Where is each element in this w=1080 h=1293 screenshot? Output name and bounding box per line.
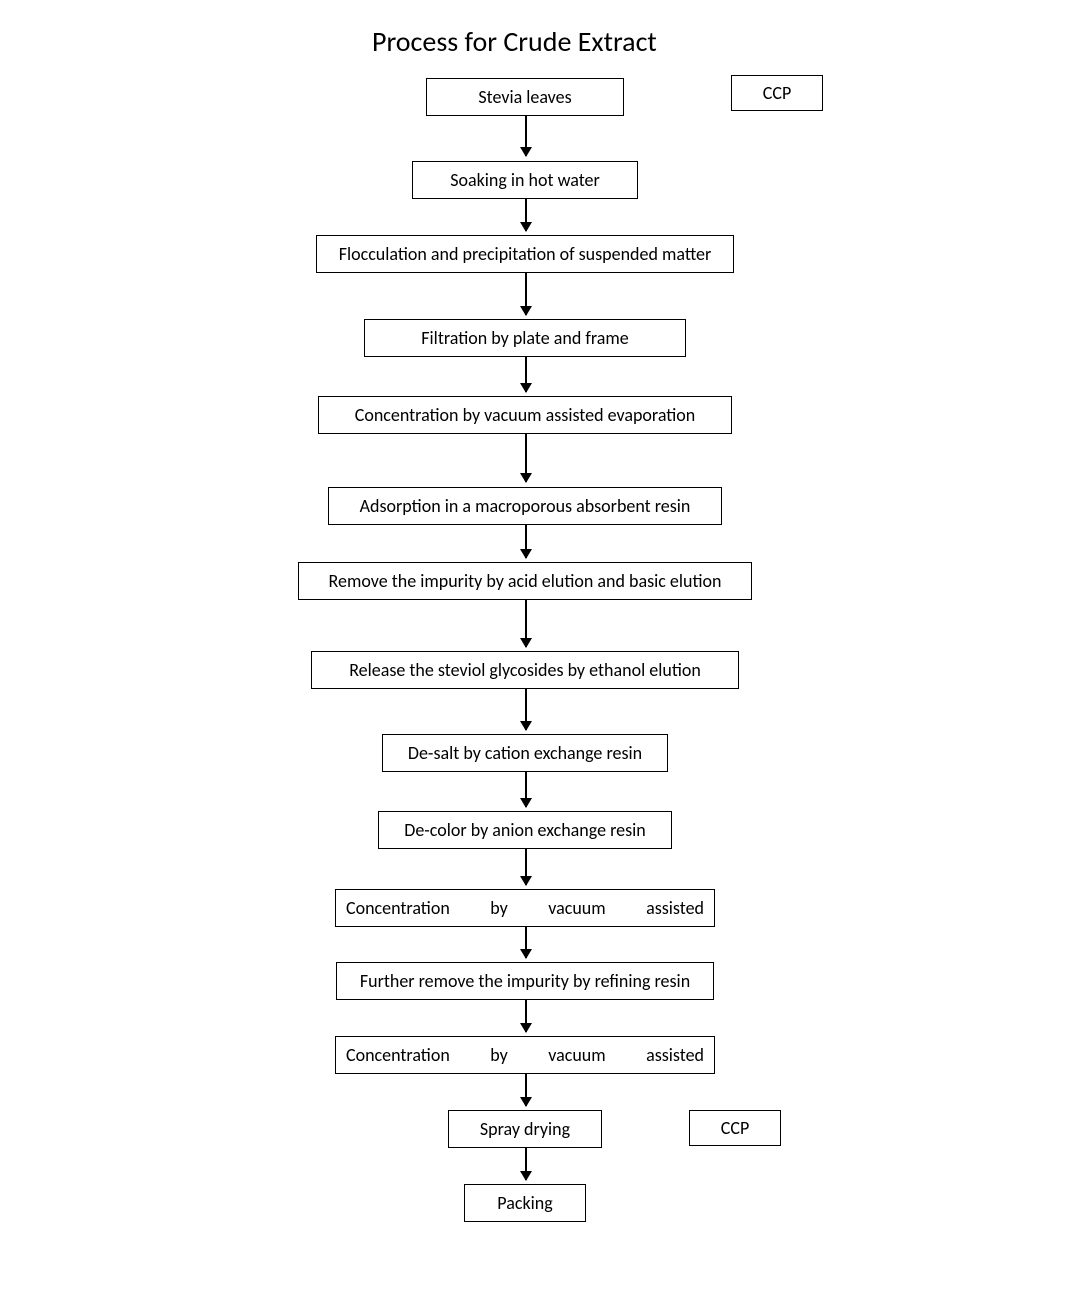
flow-node-n8: Release the steviol glycosides by ethano… xyxy=(311,651,739,689)
flow-node-n5: Concentration by vacuum assisted evapora… xyxy=(318,396,732,434)
flow-node-word: Concentration xyxy=(346,1044,450,1066)
flow-node-word: Concentration xyxy=(346,897,450,919)
flow-arrow-n4-n5 xyxy=(525,357,527,392)
flow-node-word: by xyxy=(490,1044,508,1066)
flow-node-n15: Packing xyxy=(464,1184,586,1222)
diagram-title: Process for Crude Extract xyxy=(372,24,657,59)
flow-arrow-n1-n2 xyxy=(525,116,527,156)
flow-arrow-n13-n14 xyxy=(525,1074,527,1106)
flow-arrow-n12-n13 xyxy=(525,1000,527,1032)
flow-node-n10: De-color by anion exchange resin xyxy=(378,811,672,849)
flow-arrow-n6-n7 xyxy=(525,525,527,558)
flow-arrow-n3-n4 xyxy=(525,273,527,315)
flow-arrow-n10-n11 xyxy=(525,849,527,885)
flow-arrow-n2-n3 xyxy=(525,199,527,231)
flow-node-n11: Concentration by vacuum assisted xyxy=(335,889,715,927)
flow-node-ccp2: CCP xyxy=(689,1110,781,1146)
flow-node-n14: Spray drying xyxy=(448,1110,602,1148)
flow-arrow-n7-n8 xyxy=(525,600,527,647)
flow-node-n13: Concentration by vacuum assisted xyxy=(335,1036,715,1074)
flow-node-word: by xyxy=(490,897,508,919)
flow-node-ccp1: CCP xyxy=(731,75,823,111)
flow-arrow-n5-n6 xyxy=(525,434,527,482)
flow-node-n6: Adsorption in a macroporous absorbent re… xyxy=(328,487,722,525)
flow-node-n2: Soaking in hot water xyxy=(412,161,638,199)
flow-node-n9: De-salt by cation exchange resin xyxy=(382,734,668,772)
flow-node-n3: Flocculation and precipitation of suspen… xyxy=(316,235,734,273)
flow-node-n1: Stevia leaves xyxy=(426,78,624,116)
flow-node-word: vacuum xyxy=(548,1044,605,1066)
flow-node-n7: Remove the impurity by acid elution and … xyxy=(298,562,752,600)
flow-node-word: assisted xyxy=(646,897,704,919)
flow-arrow-n11-n12 xyxy=(525,927,527,958)
flow-arrow-n8-n9 xyxy=(525,689,527,730)
flow-arrow-n14-n15 xyxy=(525,1148,527,1180)
flow-node-n4: Filtration by plate and frame xyxy=(364,319,686,357)
flow-arrow-n9-n10 xyxy=(525,772,527,807)
flow-node-word: assisted xyxy=(646,1044,704,1066)
flow-node-word: vacuum xyxy=(548,897,605,919)
flow-node-n12: Further remove the impurity by refining … xyxy=(336,962,714,1000)
